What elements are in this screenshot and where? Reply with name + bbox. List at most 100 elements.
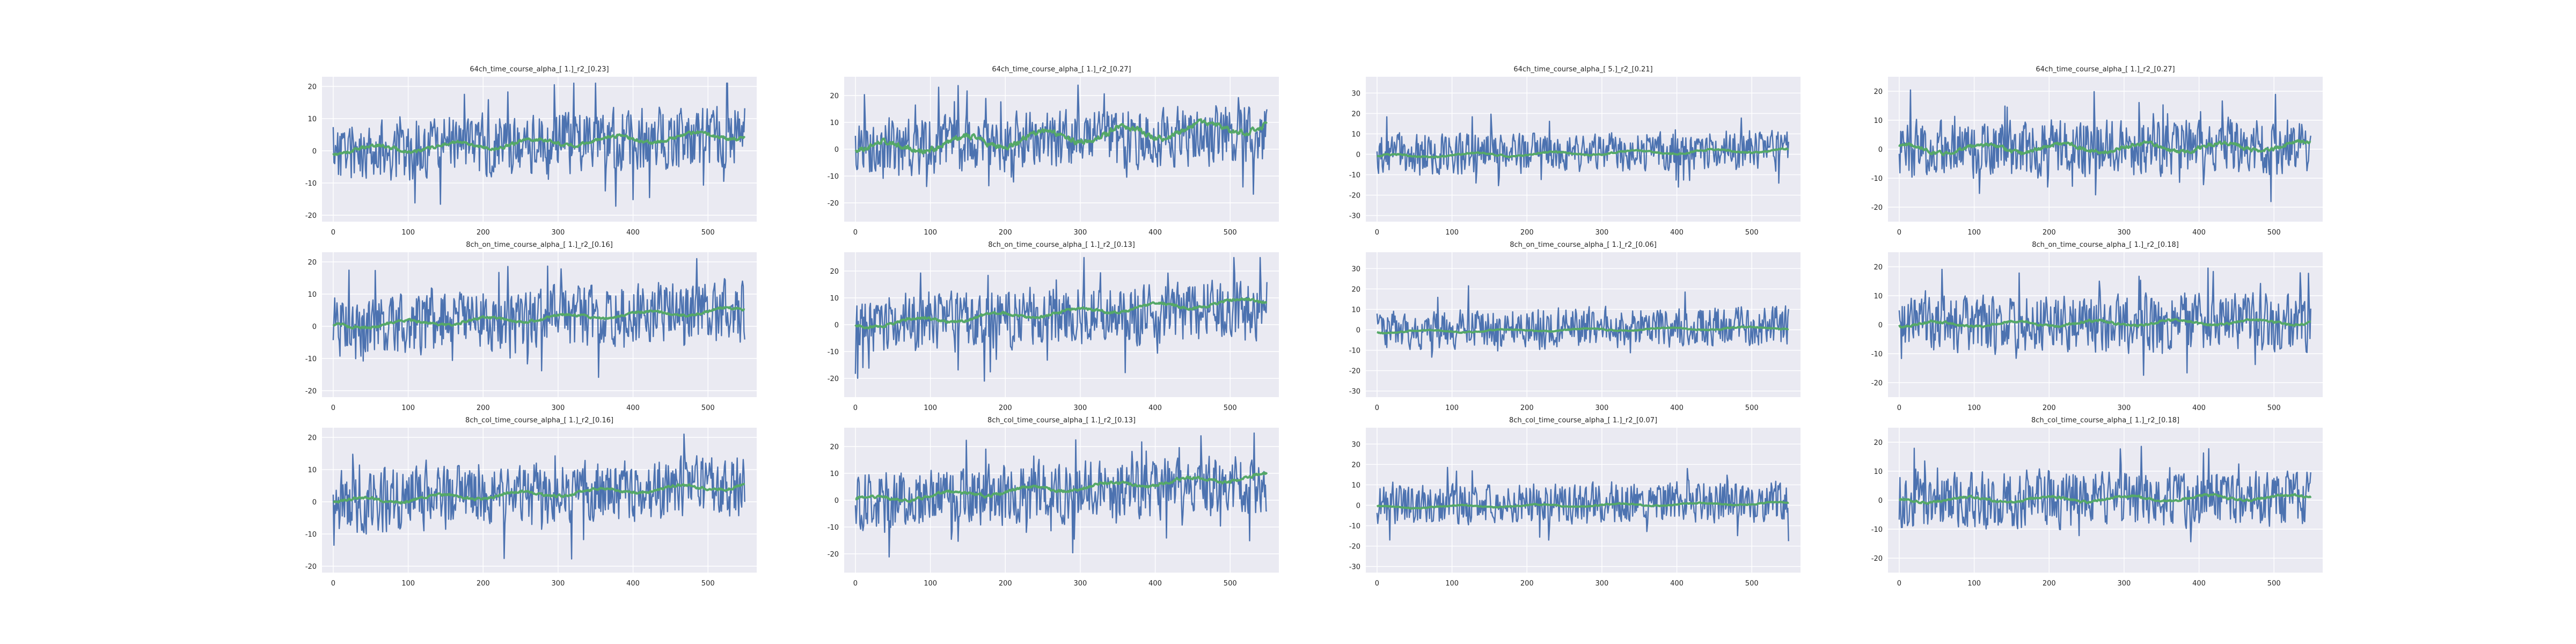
- x-tick-label: 200: [2043, 580, 2056, 588]
- y-tick-label: -10: [1349, 347, 1360, 355]
- y-tick-label: 10: [308, 291, 317, 299]
- x-tick-label: 0: [331, 229, 335, 237]
- subplot-title: 8ch_on_time_course_alpha_[ 1.]_r2_[0.16]: [466, 241, 613, 249]
- subplot-title: 8ch_col_time_course_alpha_[ 1.]_r2_[0.13…: [987, 416, 1136, 425]
- x-tick-label: 100: [1967, 229, 1981, 237]
- y-tick-label: 10: [308, 466, 317, 474]
- subplot-11: 0 100 200 300 400 500 -30 -20 -10 0 10 20 30 8ch_col_…: [1349, 416, 1801, 588]
- x-tick-label: 0: [1375, 580, 1379, 588]
- x-tick-label: 400: [1670, 580, 1684, 588]
- x-tick-label: 0: [1897, 580, 1901, 588]
- x-tick-label: 200: [477, 580, 490, 588]
- subplot-4: 0 100 200 300 400 500 -20 -10 0 10 20 64ch_time_cou…: [1871, 65, 2323, 237]
- x-tick-label: 400: [2192, 229, 2206, 237]
- y-tick-label: -30: [1349, 213, 1360, 221]
- y-tick-label: 20: [308, 83, 317, 91]
- y-tick-label: 0: [312, 499, 317, 507]
- y-tick-label: 30: [1351, 441, 1360, 449]
- y-tick-label: -10: [828, 348, 839, 356]
- y-tick-label: 10: [1874, 292, 1883, 301]
- x-tick-label: 200: [2043, 229, 2056, 237]
- y-tick-label: -20: [305, 212, 317, 220]
- y-tick-label: 0: [835, 146, 839, 154]
- y-tick-label: 10: [1874, 468, 1883, 476]
- y-tick-label: 20: [1874, 439, 1883, 447]
- x-tick-label: 400: [2192, 404, 2206, 412]
- y-tick-label: -20: [1349, 368, 1360, 376]
- subplot-title: 64ch_time_course_alpha_[ 1.]_r2_[0.23]: [470, 65, 609, 74]
- x-tick-label: 300: [1073, 404, 1087, 412]
- y-tick-label: 30: [1351, 265, 1360, 273]
- signal-series-line: [854, 432, 1268, 558]
- subplot-title: 8ch_on_time_course_alpha_[ 1.]_r2_[0.18]: [2032, 241, 2179, 249]
- x-tick-label: 300: [551, 229, 565, 237]
- x-tick-label: 200: [999, 580, 1012, 588]
- x-tick-label: 100: [1967, 580, 1981, 588]
- y-tick-label: 10: [830, 470, 839, 478]
- x-tick-label: 0: [853, 580, 858, 588]
- x-tick-label: 400: [1148, 404, 1162, 412]
- y-tick-label: 20: [1874, 88, 1883, 96]
- y-tick-label: 20: [830, 92, 839, 100]
- x-tick-label: 400: [1148, 580, 1162, 588]
- subplot-12: 0 100 200 300 400 500 -20 -10 0 10 20 8ch_col_time_…: [1871, 416, 2323, 588]
- signal-series-line: [1898, 445, 2311, 543]
- x-tick-label: 500: [1224, 580, 1237, 588]
- x-tick-label: 500: [2267, 404, 2281, 412]
- y-tick-label: 0: [835, 321, 839, 330]
- y-tick-label: 10: [308, 115, 317, 123]
- x-tick-label: 300: [1595, 404, 1608, 412]
- y-tick-label: -20: [1349, 192, 1360, 200]
- y-tick-label: -20: [305, 387, 317, 396]
- subplot-title: 64ch_time_course_alpha_[ 5.]_r2_[0.21]: [1513, 65, 1652, 74]
- y-tick-label: -20: [828, 375, 839, 383]
- y-tick-label: 0: [1878, 146, 1883, 154]
- x-tick-label: 0: [1897, 404, 1901, 412]
- y-tick-label: -10: [305, 355, 317, 363]
- y-tick-label: -20: [1871, 204, 1883, 212]
- subplot-5: 0 100 200 300 400 500 -20 -10 0 10 20 8ch_on_time_c…: [305, 241, 757, 412]
- subplot-9: 0 100 200 300 400 500 -20 -10 0 10 20 8ch_col_time_…: [305, 416, 757, 588]
- y-tick-label: -20: [1871, 379, 1883, 387]
- signal-series-line: [1898, 267, 2311, 376]
- y-tick-label: 20: [1874, 264, 1883, 272]
- x-tick-label: 300: [1595, 580, 1608, 588]
- x-tick-label: 0: [331, 404, 335, 412]
- signal-series-line: [1376, 113, 1789, 188]
- x-tick-label: 0: [1375, 404, 1379, 412]
- x-tick-label: 100: [1967, 404, 1981, 412]
- x-tick-label: 500: [701, 229, 715, 237]
- x-tick-label: 400: [1670, 229, 1684, 237]
- y-tick-label: -10: [828, 173, 839, 181]
- subplot-title: 8ch_col_time_course_alpha_[ 1.]_r2_[0.18…: [2031, 416, 2179, 425]
- x-tick-label: 300: [2117, 229, 2131, 237]
- x-tick-label: 200: [1520, 580, 1534, 588]
- x-tick-label: 0: [853, 229, 858, 237]
- subplot-1: 0 100 200 300 400 500 -20 -10 0 10 20 64ch_time_cou…: [305, 65, 757, 237]
- x-tick-label: 100: [1445, 229, 1459, 237]
- fit-series-line: [854, 118, 1268, 155]
- x-tick-label: 500: [701, 580, 715, 588]
- y-tick-label: 0: [1356, 502, 1360, 510]
- x-tick-label: 200: [1520, 229, 1534, 237]
- y-tick-label: -10: [828, 524, 839, 532]
- y-tick-label: 20: [830, 268, 839, 276]
- fit-series-line: [333, 482, 745, 504]
- y-tick-label: -10: [305, 180, 317, 188]
- y-tick-label: 0: [1878, 497, 1883, 505]
- x-tick-label: 500: [1224, 404, 1237, 412]
- x-tick-label: 100: [1445, 404, 1459, 412]
- x-tick-label: 300: [2117, 404, 2131, 412]
- x-tick-label: 400: [1670, 404, 1684, 412]
- x-tick-label: 500: [2267, 229, 2281, 237]
- y-tick-label: -20: [828, 200, 839, 208]
- signal-series-line: [854, 257, 1268, 382]
- y-tick-label: -20: [305, 563, 317, 571]
- subplot-10: 0 100 200 300 400 500 -20 -10 0 10 20 8ch_col_time_…: [828, 416, 1279, 588]
- x-tick-label: 200: [1520, 404, 1534, 412]
- x-tick-label: 500: [701, 404, 715, 412]
- y-tick-label: 20: [1351, 461, 1360, 469]
- x-tick-label: 300: [1595, 229, 1608, 237]
- x-tick-label: 300: [551, 404, 565, 412]
